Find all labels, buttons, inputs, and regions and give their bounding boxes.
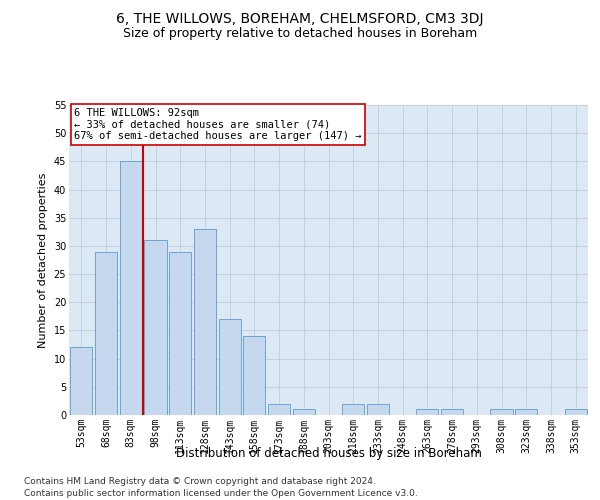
Text: Contains HM Land Registry data © Crown copyright and database right 2024.: Contains HM Land Registry data © Crown c… bbox=[24, 478, 376, 486]
Text: 6 THE WILLOWS: 92sqm
← 33% of detached houses are smaller (74)
67% of semi-detac: 6 THE WILLOWS: 92sqm ← 33% of detached h… bbox=[74, 108, 362, 142]
Bar bbox=[95, 252, 117, 415]
Bar bbox=[243, 336, 265, 415]
Text: Contains public sector information licensed under the Open Government Licence v3: Contains public sector information licen… bbox=[24, 489, 418, 498]
Bar bbox=[490, 410, 512, 415]
Bar bbox=[367, 404, 389, 415]
Text: Size of property relative to detached houses in Boreham: Size of property relative to detached ho… bbox=[123, 28, 477, 40]
Bar bbox=[169, 252, 191, 415]
Bar bbox=[342, 404, 364, 415]
Bar bbox=[515, 410, 538, 415]
Bar bbox=[293, 410, 315, 415]
Bar bbox=[268, 404, 290, 415]
Bar bbox=[194, 229, 216, 415]
Bar bbox=[416, 410, 439, 415]
Text: 6, THE WILLOWS, BOREHAM, CHELMSFORD, CM3 3DJ: 6, THE WILLOWS, BOREHAM, CHELMSFORD, CM3… bbox=[116, 12, 484, 26]
Bar bbox=[565, 410, 587, 415]
Text: Distribution of detached houses by size in Boreham: Distribution of detached houses by size … bbox=[176, 448, 482, 460]
Bar bbox=[70, 348, 92, 415]
Y-axis label: Number of detached properties: Number of detached properties bbox=[38, 172, 48, 348]
Bar bbox=[218, 319, 241, 415]
Bar bbox=[119, 162, 142, 415]
Bar bbox=[145, 240, 167, 415]
Bar bbox=[441, 410, 463, 415]
